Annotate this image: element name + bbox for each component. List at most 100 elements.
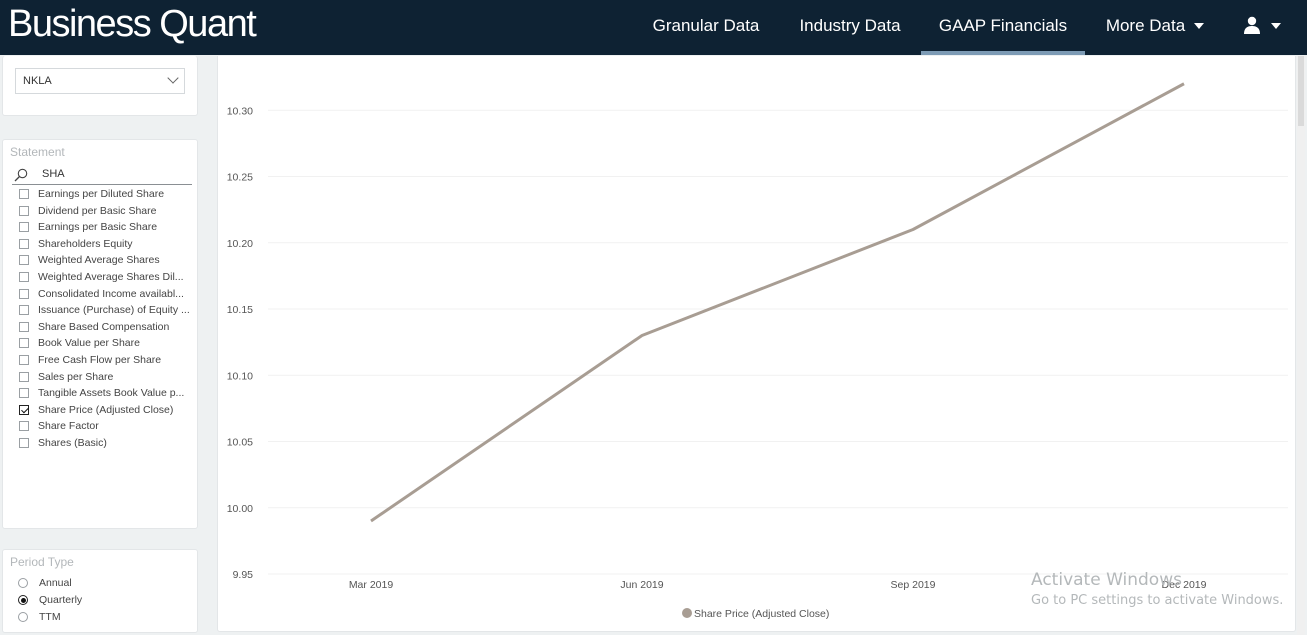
caret-down-icon (1271, 23, 1281, 29)
statement-item-label: Weighted Average Shares Dil... (38, 270, 184, 283)
watermark-line-1: Activate Windows (1031, 570, 1182, 590)
caret-down-icon (1194, 22, 1205, 29)
statement-item-label: Weighted Average Shares (38, 254, 160, 267)
chart-panel: 9.9510.0010.0510.1010.1510.2010.2510.301… (217, 56, 1296, 632)
statement-item[interactable]: Share Factor (18, 419, 196, 436)
statement-panel: Statement SHA Earnings per Diluted Share… (2, 139, 198, 529)
watermark-line-2: Go to PC settings to activate Windows. (1031, 593, 1284, 608)
statement-item-label: Book Value per Share (38, 337, 140, 350)
user-menu-button[interactable] (1235, 0, 1290, 55)
statement-item[interactable]: Shareholders Equity (18, 237, 196, 254)
legend-label: Share Price (Adjusted Close) (694, 608, 829, 620)
period-type-options: Annual Quarterly TTM (18, 576, 168, 627)
nav-label: Industry Data (799, 16, 901, 35)
y-tick-label: 10.20 (227, 238, 253, 250)
x-tick-label: Sep 2019 (891, 579, 936, 591)
checkbox[interactable] (19, 189, 29, 199)
radio-button[interactable] (18, 578, 28, 588)
statement-item[interactable]: Issuance (Purchase) of Equity ... (18, 303, 196, 320)
checkbox[interactable] (19, 271, 29, 282)
radio-button[interactable] (18, 612, 28, 622)
period-option[interactable]: Annual (18, 576, 168, 593)
search-value: SHA (42, 168, 65, 180)
top-navbar: Business Quant Granular Data Industry Da… (0, 0, 1307, 55)
x-tick-label: Jun 2019 (620, 579, 663, 591)
period-option[interactable]: Quarterly (18, 593, 168, 610)
period-option-label: Quarterly (39, 594, 83, 606)
windows-activation-watermark: Activate Windows Go to PC settings to ac… (1031, 570, 1283, 608)
statement-item-label: Issuance (Purchase) of Equity ... (38, 304, 190, 317)
checkbox[interactable] (19, 205, 29, 216)
statement-item[interactable]: Consolidated Income availabl... (18, 287, 196, 304)
checkbox[interactable] (19, 338, 29, 349)
scrollbar-thumb[interactable] (1298, 56, 1304, 126)
checkbox[interactable] (19, 404, 29, 415)
statement-item[interactable]: Weighted Average Shares Dil... (18, 270, 196, 287)
ticker-dropdown[interactable]: NKLA (15, 68, 185, 94)
statement-item[interactable]: Shares (Basic) (18, 436, 196, 453)
statement-item[interactable]: Book Value per Share (18, 336, 196, 353)
nav-industry-data[interactable]: Industry Data (789, 0, 911, 55)
statement-item-label: Dividend per Basic Share (38, 204, 157, 217)
nav-label: More Data (1105, 16, 1186, 35)
y-tick-label: 10.05 (227, 437, 253, 449)
checkbox[interactable] (19, 288, 29, 299)
checkbox[interactable] (19, 388, 29, 399)
period-option[interactable]: TTM (18, 610, 168, 627)
statement-item-label: Share Price (Adjusted Close) (38, 403, 174, 416)
checkbox[interactable] (19, 238, 29, 249)
y-tick-label: 10.15 (227, 304, 253, 316)
statement-item-label: Earnings per Diluted Share (38, 188, 165, 200)
statement-item[interactable]: Weighted Average Shares (18, 253, 196, 270)
period-type-panel: Period Type Annual Quarterly TTM (2, 549, 198, 633)
checkbox[interactable] (19, 437, 29, 448)
chevron-down-icon (167, 72, 179, 84)
ticker-panel: NKLA (2, 56, 198, 116)
statement-item-label: Share Factor (38, 420, 99, 433)
statement-item[interactable]: Share Based Compensation (18, 320, 196, 337)
statement-item-label: Free Cash Flow per Share (38, 353, 162, 366)
statement-title: Statement (10, 145, 65, 159)
statement-item-label: Shares (Basic) (38, 436, 107, 449)
statement-item[interactable]: Share Price (Adjusted Close) (18, 403, 196, 420)
share-price-line-chart: 9.9510.0010.0510.1010.1510.2010.2510.301… (227, 82, 1288, 620)
period-type-title: Period Type (10, 555, 74, 569)
checkbox[interactable] (19, 354, 29, 365)
y-tick-label: 10.25 (227, 172, 253, 184)
checkbox[interactable] (19, 222, 29, 233)
statement-item[interactable]: Tangible Assets Book Value p... (18, 386, 196, 403)
statement-item[interactable]: Free Cash Flow per Share (18, 353, 196, 370)
radio-button[interactable] (18, 595, 28, 605)
nav-granular-data[interactable]: Granular Data (644, 0, 768, 55)
statement-item-label: Sales per Share (38, 370, 114, 383)
checkbox[interactable] (19, 421, 29, 432)
y-tick-label: 10.10 (227, 370, 253, 382)
nav-gaap-financials[interactable]: GAAP Financials (921, 0, 1085, 55)
checkbox[interactable] (19, 255, 29, 266)
checkbox[interactable] (19, 305, 29, 316)
legend-marker (682, 608, 692, 618)
vertical-scrollbar[interactable] (1297, 56, 1305, 635)
business-quant-logo[interactable]: Business Quant (8, 3, 257, 45)
period-option-label: TTM (39, 611, 61, 623)
series-line (370, 82, 1185, 523)
statement-item[interactable]: Earnings per Basic Share (18, 220, 196, 237)
checkbox[interactable] (19, 321, 29, 332)
x-tick-label: Dec 2019 (1162, 579, 1207, 591)
statement-item[interactable]: Sales per Share (18, 370, 196, 387)
checkbox[interactable] (19, 371, 29, 382)
search-icon (14, 168, 28, 182)
statement-search-input[interactable]: SHA (12, 164, 192, 185)
statement-item[interactable]: Dividend per Basic Share (18, 204, 196, 221)
y-tick-label: 10.00 (227, 503, 253, 515)
y-tick-label: 10.30 (227, 105, 253, 117)
statement-list: Earnings per Diluted Share Dividend per B… (18, 187, 196, 453)
ticker-value: NKLA (23, 75, 52, 87)
period-option-label: Annual (39, 577, 72, 589)
nav-more-data-dropdown[interactable]: More Data (1095, 0, 1215, 55)
nav-label: GAAP Financials (938, 16, 1068, 35)
x-tick-label: Mar 2019 (349, 579, 394, 591)
statement-item-label: Shareholders Equity (38, 237, 133, 250)
statement-item[interactable]: Earnings per Diluted Share (18, 187, 196, 204)
statement-item-label: Tangible Assets Book Value p... (38, 387, 185, 400)
